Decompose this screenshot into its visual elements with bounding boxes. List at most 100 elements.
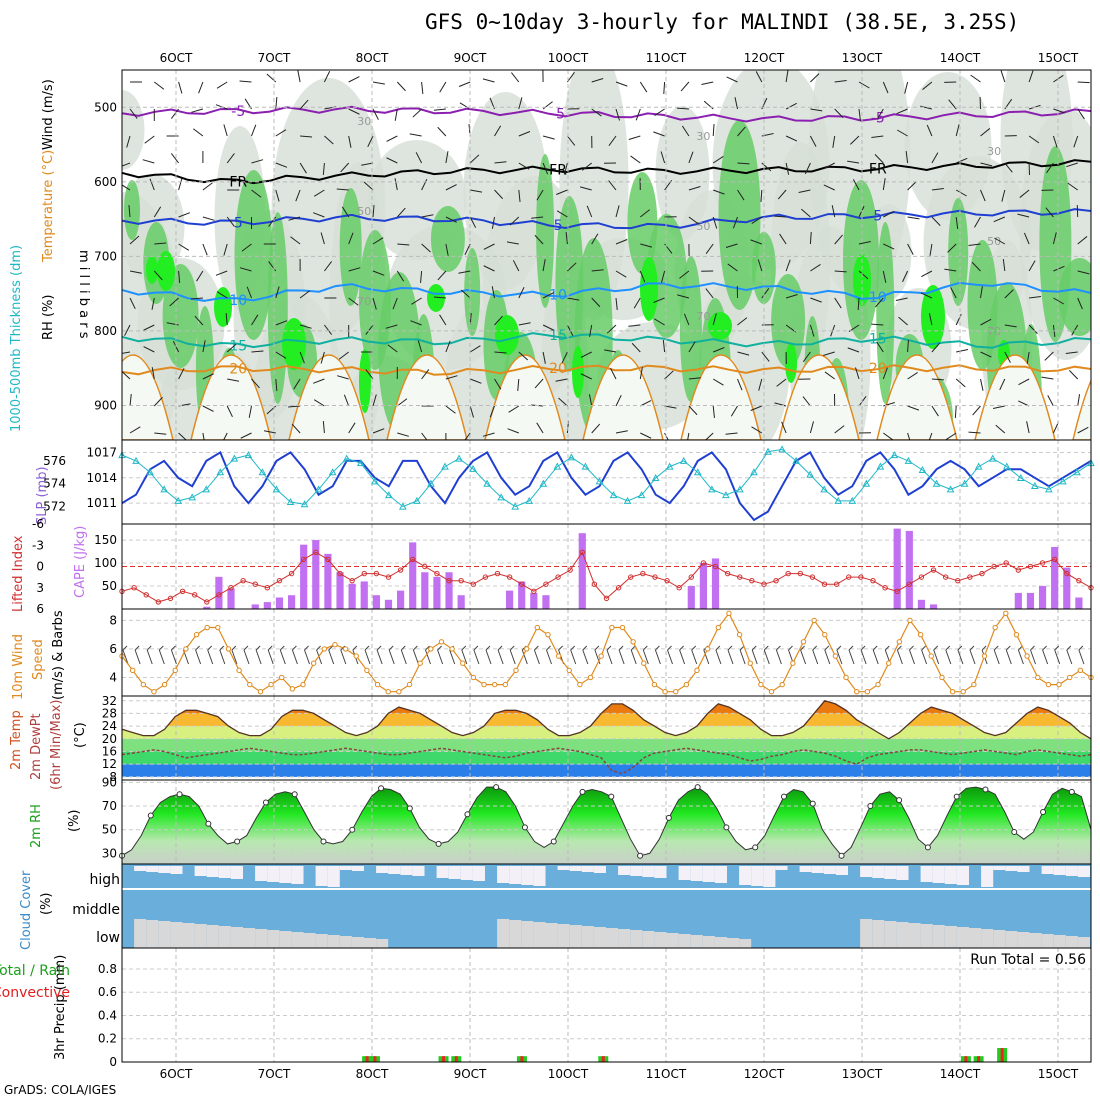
- wind-barb: [555, 378, 568, 382]
- wind-barb: [320, 232, 325, 245]
- wind-barb: [494, 161, 507, 164]
- wind-barb: [567, 297, 580, 301]
- wind-barb: [299, 162, 307, 174]
- wind-barb: [239, 80, 252, 83]
- low-cloud-bar: [267, 930, 280, 948]
- wind-barb: [883, 432, 894, 440]
- credit-text: GrADS: COLA/IGES: [4, 1083, 117, 1097]
- wind-barb: [680, 81, 690, 92]
- li-line: [121, 551, 1092, 603]
- wind-barb: [1000, 70, 1006, 83]
- wind-barb: [944, 268, 957, 272]
- thickness-marker: [1059, 477, 1067, 485]
- li-tick: 0: [36, 560, 44, 574]
- wind-barb: [195, 649, 202, 665]
- wind-barb: [295, 189, 301, 202]
- wind-barb: [763, 645, 769, 651]
- wind-barb: [400, 649, 407, 665]
- li-point: [410, 556, 416, 563]
- wind-barb: [727, 645, 733, 651]
- rh-point: [579, 788, 586, 795]
- li-point: [337, 570, 343, 577]
- cape-bar: [300, 544, 308, 609]
- thickness-marker: [876, 462, 885, 470]
- wind-barb: [995, 424, 1006, 434]
- slp-label: SLP (mb): [35, 466, 50, 525]
- wind-barb: [802, 396, 811, 407]
- rh-blob: [948, 198, 969, 306]
- wind-barb: [143, 324, 155, 331]
- thickness-marker: [258, 468, 267, 476]
- rh-point: [291, 791, 298, 798]
- li-tick: 6: [36, 602, 44, 616]
- wind-barb: [231, 645, 237, 651]
- wind-barb: [615, 108, 620, 121]
- cape-bar: [396, 590, 405, 609]
- wind-barb: [122, 645, 128, 651]
- wind-barb: [216, 81, 228, 89]
- li-tick: 3: [36, 581, 44, 595]
- li-point: [967, 574, 973, 580]
- wind-barb: [872, 649, 879, 665]
- rh-blob: [679, 256, 702, 402]
- time-label-top: 7OCT: [258, 51, 291, 65]
- wind-barb: [994, 237, 1006, 245]
- wind-barb: [518, 286, 525, 299]
- wind-barb: [299, 290, 310, 299]
- thickness-marker: [834, 496, 843, 504]
- wind-barb: [439, 81, 447, 93]
- low-cloud-bar: [509, 920, 522, 948]
- high-cloud-gap: [170, 866, 183, 874]
- high-cloud-gap: [993, 866, 1006, 870]
- wind-speed-point: [215, 624, 221, 631]
- wind-barb: [758, 378, 763, 391]
- wind-barb: [129, 108, 138, 119]
- wind-barb: [279, 645, 285, 651]
- time-label-bottom: 12OCT: [744, 1067, 785, 1081]
- wind-barb: [421, 81, 424, 94]
- wind-barb: [324, 135, 334, 145]
- rh-contour-label: 30: [357, 115, 371, 128]
- temp-band: [122, 738, 1091, 752]
- wind-barb: [171, 645, 176, 651]
- precip-tick: 0.4: [98, 1008, 117, 1022]
- cloud-level-label: low: [96, 930, 120, 946]
- wind-barb: [882, 81, 889, 94]
- wind-barb: [542, 292, 555, 299]
- wind-barb: [679, 645, 684, 651]
- li-tick: -3: [32, 538, 44, 552]
- wind-barb: [461, 649, 468, 665]
- wind-speed-point: [534, 624, 540, 631]
- wind-speed-point: [971, 681, 977, 688]
- wind-speed-point: [619, 624, 626, 631]
- wind-barb: [299, 99, 309, 110]
- wind-barb: [713, 347, 725, 353]
- wind-barb: [376, 645, 382, 651]
- wind-barb: [785, 259, 791, 272]
- rh-point: [637, 852, 644, 859]
- wind-barb: [654, 108, 665, 116]
- rh-point: [867, 803, 874, 810]
- temp-label-4: (°C): [73, 722, 88, 748]
- convective-bar: [1000, 1048, 1004, 1062]
- cape-bar: [1014, 592, 1022, 609]
- wind-barb: [922, 81, 933, 90]
- li-point: [1064, 570, 1070, 577]
- wind-barb: [633, 297, 641, 309]
- isotherm-line: [122, 281, 1091, 302]
- wind-barb: [507, 428, 519, 434]
- wind-barb: [1005, 649, 1012, 665]
- rh-blob: [876, 222, 895, 404]
- wind-barb: [1054, 645, 1060, 651]
- wind-barb: [293, 378, 301, 390]
- wind-barb: [1028, 70, 1034, 83]
- wind-barb: [146, 645, 152, 651]
- high-cloud-gap: [521, 866, 534, 885]
- wind-barb: [907, 405, 920, 411]
- wind-barb: [473, 649, 480, 665]
- wind-barb: [725, 432, 738, 435]
- thickness-marker: [370, 477, 379, 485]
- wind-barb: [1078, 645, 1084, 651]
- cape-bar: [711, 558, 720, 609]
- wind-barb: [876, 341, 884, 353]
